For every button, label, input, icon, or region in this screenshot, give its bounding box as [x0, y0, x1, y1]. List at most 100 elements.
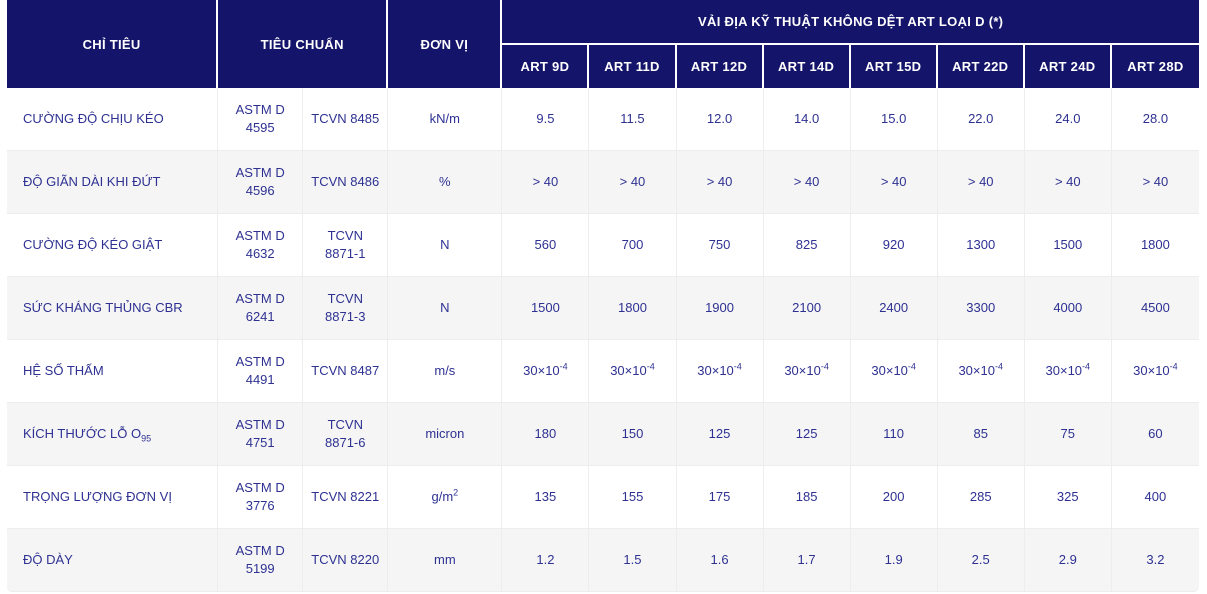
- value-cell: 400: [1111, 466, 1199, 529]
- value-cell: 2.5: [937, 529, 1025, 592]
- product-column-header-art-12d: ART 12D: [676, 45, 764, 88]
- value-cell: 185: [763, 466, 851, 529]
- value-cell: 30×10-4: [937, 340, 1025, 403]
- column-header-standard: TIÊU CHUẨN: [218, 0, 389, 88]
- product-column-header-art-14d: ART 14D: [763, 45, 851, 88]
- unit: mm: [388, 529, 503, 592]
- value-cell: 175: [676, 466, 764, 529]
- value-cell: 825: [763, 214, 851, 277]
- product-group-header: VẢI ĐỊA KỸ THUẬT KHÔNG DỆT ART LOẠI D (*…: [502, 0, 1199, 45]
- astm-standard: ASTM D 4632: [218, 214, 304, 277]
- value-cell: > 40: [937, 151, 1025, 214]
- header-row-top: CHỈ TIÊU TIÊU CHUẨN ĐƠN VỊ VẢI ĐỊA KỸ TH…: [7, 0, 1199, 88]
- value-cell: 155: [589, 466, 677, 529]
- astm-standard: ASTM D 5199: [218, 529, 304, 592]
- tcvn-standard: TCVN 8871-6: [303, 403, 389, 466]
- value-cell: 1.9: [850, 529, 938, 592]
- value-cell: 30×10-4: [676, 340, 764, 403]
- value-cell: 4500: [1111, 277, 1199, 340]
- tcvn-standard: TCVN 8871-3: [303, 277, 389, 340]
- unit: %: [388, 151, 503, 214]
- value-cell: 1.5: [589, 529, 677, 592]
- table-row: TRỌNG LƯỢNG ĐƠN VỊ ASTM D 3776 TCVN 8221 g/…: [7, 466, 1199, 529]
- astm-standard: ASTM D 4751: [218, 403, 304, 466]
- astm-standard: ASTM D 3776: [218, 466, 304, 529]
- value-cell: 24.0: [1024, 88, 1112, 151]
- unit: kN/m: [388, 88, 503, 151]
- value-cell: 325: [1024, 466, 1112, 529]
- unit: m/s: [388, 340, 503, 403]
- astm-standard: ASTM D 6241: [218, 277, 304, 340]
- value-cell: 3300: [937, 277, 1025, 340]
- value-cell: 85: [937, 403, 1025, 466]
- value-cell: 1300: [937, 214, 1025, 277]
- product-column-header-art-15d: ART 15D: [850, 45, 938, 88]
- value-cell: 700: [589, 214, 677, 277]
- unit: micron: [388, 403, 503, 466]
- row-label: KÍCH THƯỚC LỖ O95: [7, 403, 219, 466]
- value-cell: > 40: [502, 151, 590, 214]
- table-row: KÍCH THƯỚC LỖ O95 ASTM D 4751 TCVN 8871-6 m…: [7, 403, 1199, 466]
- tcvn-standard: TCVN 8220: [303, 529, 389, 592]
- value-cell: > 40: [763, 151, 851, 214]
- value-cell: 2100: [763, 277, 851, 340]
- value-cell: 30×10-4: [502, 340, 590, 403]
- value-cell: 920: [850, 214, 938, 277]
- tcvn-standard: TCVN 8486: [303, 151, 389, 214]
- row-label: ĐỘ DÀY: [7, 529, 219, 592]
- value-cell: 1800: [589, 277, 677, 340]
- value-cell: > 40: [676, 151, 764, 214]
- unit: g/m2: [388, 466, 503, 529]
- value-cell: 30×10-4: [1024, 340, 1112, 403]
- table-row: ĐỘ DÀY ASTM D 5199 TCVN 8220 mm 1.2 1.5 1.6 1.7…: [7, 529, 1199, 592]
- row-label: TRỌNG LƯỢNG ĐƠN VỊ: [7, 466, 219, 529]
- value-cell: > 40: [1024, 151, 1112, 214]
- astm-standard: ASTM D 4596: [218, 151, 304, 214]
- product-column-header-art-28d: ART 28D: [1111, 45, 1199, 88]
- value-cell: 125: [676, 403, 764, 466]
- tcvn-standard: TCVN 8485: [303, 88, 389, 151]
- value-cell: 135: [502, 466, 590, 529]
- product-column-header-art-24d: ART 24D: [1024, 45, 1112, 88]
- value-cell: 285: [937, 466, 1025, 529]
- row-label: HỆ SỐ THẤM: [7, 340, 219, 403]
- value-cell: 2.9: [1024, 529, 1112, 592]
- row-label: CƯỜNG ĐỘ CHỊU KÉO: [7, 88, 219, 151]
- value-cell: 1.6: [676, 529, 764, 592]
- table-row: HỆ SỐ THẤM ASTM D 4491 TCVN 8487 m/s 30×10-4…: [7, 340, 1199, 403]
- tcvn-standard: TCVN 8221: [303, 466, 389, 529]
- value-cell: 1900: [676, 277, 764, 340]
- row-label: ĐỘ GIÃN DÀI KHI ĐỨT: [7, 151, 219, 214]
- value-cell: 1500: [502, 277, 590, 340]
- value-cell: 30×10-4: [1111, 340, 1199, 403]
- table-row: ĐỘ GIÃN DÀI KHI ĐỨT ASTM D 4596 TCVN 8486%…: [7, 151, 1199, 214]
- value-cell: 750: [676, 214, 764, 277]
- value-cell: 30×10-4: [763, 340, 851, 403]
- value-cell: 12.0: [676, 88, 764, 151]
- unit: N: [388, 277, 503, 340]
- value-cell: 4000: [1024, 277, 1112, 340]
- astm-standard: ASTM D 4595: [218, 88, 304, 151]
- value-cell: 1500: [1024, 214, 1112, 277]
- geotextile-spec-table: CHỈ TIÊU TIÊU CHUẨN ĐƠN VỊ VẢI ĐỊA KỸ TH…: [7, 0, 1199, 592]
- product-column-header-art-11d: ART 11D: [589, 45, 677, 88]
- header-row-products: ART 9D ART 11D ART 12D ART 14D ART 15D A…: [7, 45, 1199, 88]
- table-row: CƯỜNG ĐỘ KÉO GIẬT ASTM D 4632 TCVN 8871-1 N…: [7, 214, 1199, 277]
- column-header-criteria: CHỈ TIÊU: [7, 0, 219, 88]
- value-cell: 11.5: [589, 88, 677, 151]
- table-row: CƯỜNG ĐỘ CHỊU KÉO ASTM D 4595 TCVN 8485 kN/…: [7, 88, 1199, 151]
- value-cell: 75: [1024, 403, 1112, 466]
- unit: N: [388, 214, 503, 277]
- value-cell: 1800: [1111, 214, 1199, 277]
- column-header-unit: ĐƠN VỊ: [388, 0, 503, 88]
- value-cell: 2400: [850, 277, 938, 340]
- value-cell: 28.0: [1111, 88, 1199, 151]
- value-cell: 9.5: [502, 88, 590, 151]
- product-column-header-art-9d: ART 9D: [502, 45, 590, 88]
- value-cell: 560: [502, 214, 590, 277]
- tcvn-standard: TCVN 8871-1: [303, 214, 389, 277]
- value-cell: > 40: [1111, 151, 1199, 214]
- value-cell: 60: [1111, 403, 1199, 466]
- value-cell: 3.2: [1111, 529, 1199, 592]
